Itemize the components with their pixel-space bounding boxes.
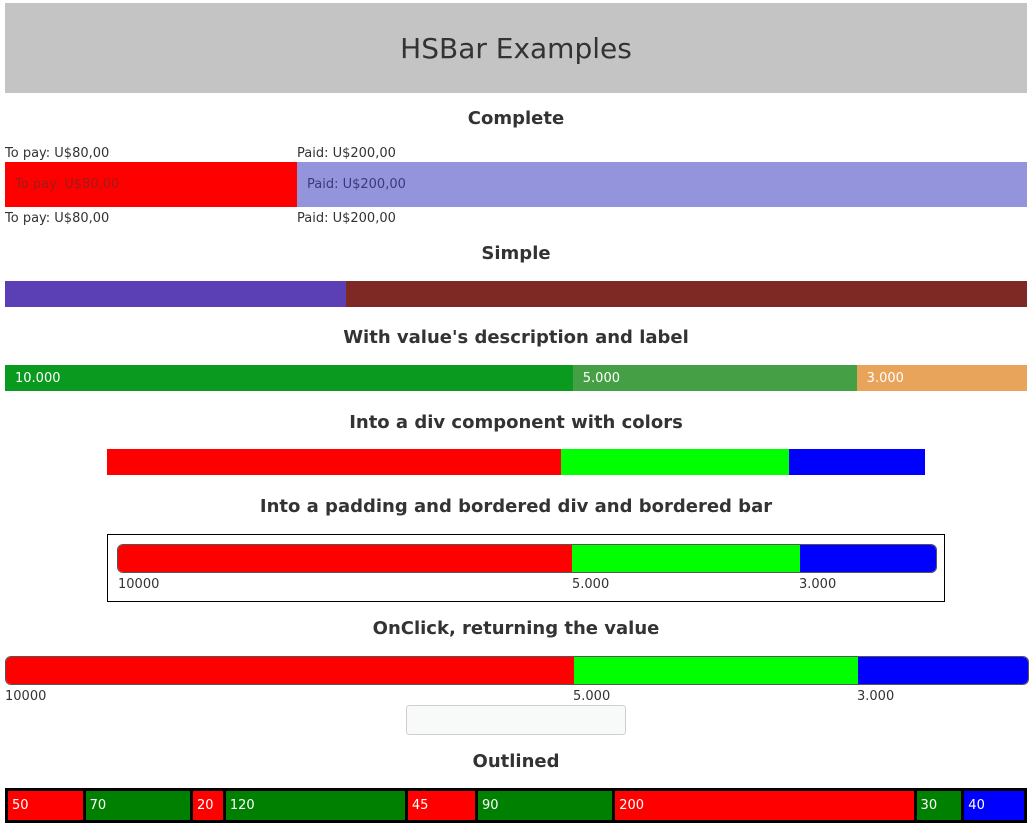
complete-top-label-to-pay: To pay: U$80,00: [5, 146, 110, 161]
outlined-segment-label: 20: [197, 798, 214, 813]
page-title: HSBar Examples: [400, 31, 632, 65]
outlined-segment-label: 50: [12, 798, 29, 813]
section-title-outlined: Outlined: [472, 751, 560, 772]
bordered-segment[interactable]: [799, 545, 936, 572]
outlined-segment-label: 90: [481, 798, 499, 813]
described-segment[interactable]: 3.000: [856, 365, 1027, 391]
onclick-segment[interactable]: [573, 657, 858, 684]
complete-segment-label: Paid: U$200,00: [307, 177, 406, 192]
section-title-described: With value's description and label: [343, 327, 689, 348]
outlined-segment[interactable]: 50: [5, 788, 83, 823]
section-title-onclick: OnClick, returning the value: [372, 618, 660, 639]
described-segment-label: 3.000: [866, 370, 904, 386]
complete-bottom-label-paid: Paid: U$200,00: [297, 211, 396, 226]
complete-bottom-label-to-pay: To pay: U$80,00: [5, 211, 110, 226]
bordered-bar: [117, 544, 937, 573]
colors-div-segment[interactable]: [561, 449, 789, 475]
outlined-segment-label: 200: [619, 798, 645, 813]
colors-div-segment[interactable]: [788, 449, 925, 475]
onclick-bar: [5, 656, 1029, 685]
described-bar: 10.000 5.000 3.000: [5, 365, 1027, 391]
outlined-segment-label: 70: [89, 798, 107, 813]
outlined-segment[interactable]: 45: [404, 788, 475, 823]
onclick-segment[interactable]: [857, 657, 1028, 684]
onclick-result-input[interactable]: [406, 705, 626, 735]
outlined-segment-label: 40: [968, 798, 985, 813]
described-segment-label: 5.000: [582, 370, 620, 386]
complete-segment-label: To pay: U$80,00: [15, 177, 120, 192]
complete-segment-to-pay[interactable]: To pay: U$80,00: [5, 162, 297, 207]
section-title-bordered: Into a padding and bordered div and bord…: [259, 496, 773, 517]
outlined-segment[interactable]: 200: [612, 788, 914, 823]
bordered-segment[interactable]: [118, 545, 573, 572]
outlined-segment-label: 45: [411, 798, 429, 813]
outlined-bar: 50 70 20 120 45 90 200 30 40: [5, 788, 1027, 823]
described-segment-label: 10.000: [15, 370, 61, 386]
described-segment[interactable]: 10.000: [5, 365, 573, 391]
outlined-segment[interactable]: 120: [222, 788, 405, 823]
section-title-colors-div: Into a div component with colors: [349, 412, 683, 433]
bordered-value-label: 5.000: [572, 577, 610, 592]
colors-div-bar: [107, 449, 925, 475]
simple-segment[interactable]: [345, 281, 1027, 307]
complete-bar: To pay: U$80,00 Paid: U$200,00: [5, 162, 1027, 207]
bordered-value-label: 3.000: [799, 577, 837, 592]
simple-segment[interactable]: [5, 281, 346, 307]
described-segment[interactable]: 5.000: [572, 365, 857, 391]
bordered-value-label: 10000: [118, 577, 160, 592]
outlined-segment[interactable]: 40: [961, 788, 1027, 823]
outlined-segment-label: 30: [920, 798, 938, 813]
complete-top-label-paid: Paid: U$200,00: [297, 146, 396, 161]
complete-segment-paid[interactable]: Paid: U$200,00: [297, 162, 1027, 207]
outlined-segment[interactable]: 30: [913, 788, 962, 823]
colors-div-segment[interactable]: [107, 449, 562, 475]
outlined-segment-label: 120: [229, 798, 255, 813]
outlined-segment[interactable]: 70: [82, 788, 190, 823]
onclick-value-label: 5.000: [573, 689, 611, 704]
onclick-value-label: 3.000: [857, 689, 895, 704]
simple-bar: [5, 281, 1027, 307]
onclick-segment[interactable]: [6, 657, 574, 684]
bordered-container: [107, 534, 945, 602]
onclick-value-label: 10000: [5, 689, 47, 704]
bordered-segment[interactable]: [572, 545, 800, 572]
outlined-segment[interactable]: 90: [474, 788, 613, 823]
outlined-segment[interactable]: 20: [190, 788, 223, 823]
section-title-simple: Simple: [481, 243, 551, 264]
section-title-complete: Complete: [467, 108, 565, 129]
page-header: HSBar Examples: [5, 3, 1027, 93]
